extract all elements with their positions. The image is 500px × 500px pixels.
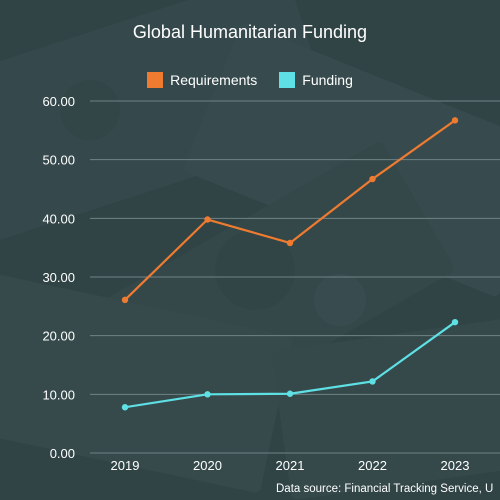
y-tick-label: 0.00 xyxy=(50,446,75,461)
y-tick-label: 60.00 xyxy=(42,94,75,109)
chart-title: Global Humanitarian Funding xyxy=(132,22,368,42)
y-tick-label: 10.00 xyxy=(42,387,75,402)
x-tick-label: 2019 xyxy=(111,458,140,473)
data-point-funding[interactable] xyxy=(451,318,459,326)
data-source-note: Data source: Financial Tracking Service,… xyxy=(276,483,494,495)
legend-swatch-requirements xyxy=(147,72,164,88)
data-point-funding[interactable] xyxy=(204,391,211,398)
y-tick-label: 40.00 xyxy=(42,211,75,226)
data-point-requirements[interactable] xyxy=(451,117,459,124)
legend-item-funding[interactable]: Funding xyxy=(279,72,353,88)
data-point-funding[interactable] xyxy=(121,404,129,411)
x-tick-label: 2023 xyxy=(441,458,470,473)
legend-label-funding: Funding xyxy=(302,72,353,88)
y-tick-label: 20.00 xyxy=(42,329,75,344)
legend-swatch-funding xyxy=(279,72,296,88)
data-point-requirements[interactable] xyxy=(369,175,376,183)
data-point-requirements[interactable] xyxy=(121,296,129,304)
legend-label-requirements: Requirements xyxy=(170,72,258,88)
x-tick-label: 2022 xyxy=(358,458,387,473)
x-tick-label: 2020 xyxy=(193,458,222,473)
data-point-requirements[interactable] xyxy=(286,239,294,247)
x-tick-label: 2021 xyxy=(276,458,305,473)
series-line-requirements xyxy=(124,119,456,301)
data-point-funding[interactable] xyxy=(369,378,376,385)
legend: Requirements Funding xyxy=(0,72,500,88)
legend-item-requirements[interactable]: Requirements xyxy=(147,72,257,88)
y-tick-label: 30.00 xyxy=(42,270,75,285)
data-point-requirements[interactable] xyxy=(204,216,211,223)
data-point-funding[interactable] xyxy=(286,390,294,397)
y-tick-label: 50.00 xyxy=(42,153,75,168)
